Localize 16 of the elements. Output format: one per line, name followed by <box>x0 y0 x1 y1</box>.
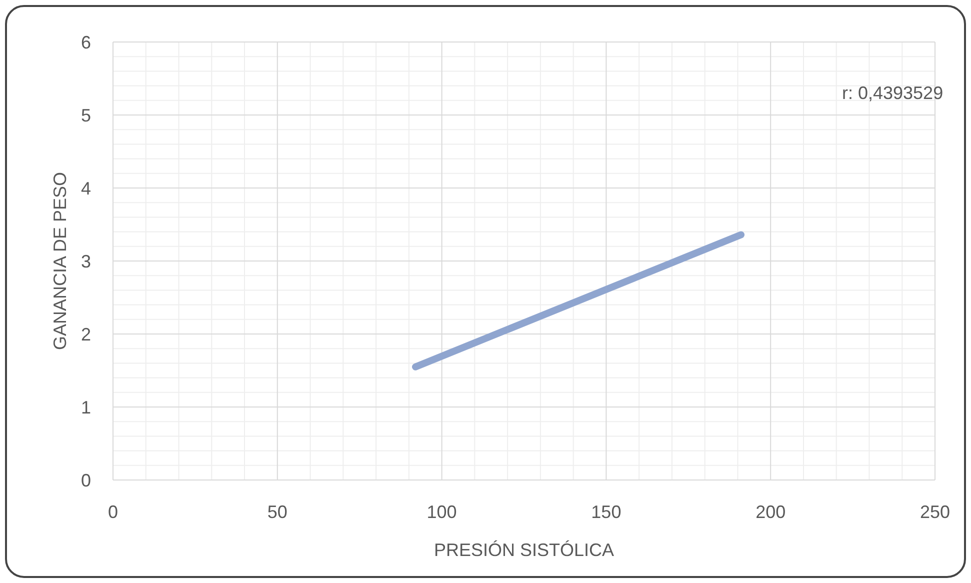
y-tick-label: 0 <box>80 470 91 490</box>
x-tick-label: 200 <box>756 502 786 522</box>
x-axis-title: PRESIÓN SISTÓLICA <box>434 540 614 560</box>
x-tick-label: 50 <box>267 502 288 522</box>
x-tick-label: 0 <box>108 502 118 522</box>
x-tick-label: 100 <box>426 502 457 522</box>
annotation: r: 0,4393529 <box>842 83 944 103</box>
x-tick-label: 150 <box>591 502 622 522</box>
y-tick-label: 1 <box>80 397 91 418</box>
y-axis-title: GANANCIA DE PESO <box>50 172 70 350</box>
y-tick-label: 6 <box>80 32 91 52</box>
y-tick-label: 5 <box>80 105 91 126</box>
y-tick-label: 4 <box>80 178 91 198</box>
y-tick-label: 3 <box>80 251 91 272</box>
y-tick-label: 2 <box>80 324 91 344</box>
x-tick-label: 250 <box>920 502 950 522</box>
